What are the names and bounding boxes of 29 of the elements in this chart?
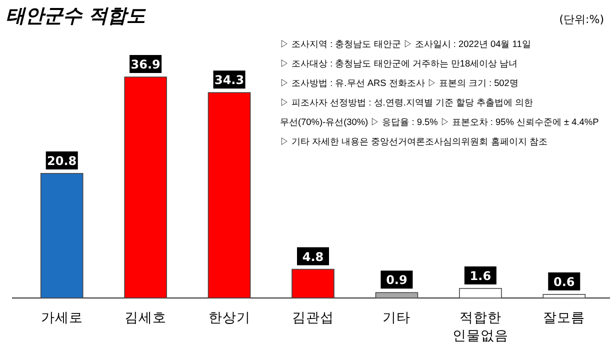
x-tick-label: 김세호 [124, 310, 167, 326]
annotation: 무선(70%)-유선(30%) ▷ 응답율 : 9.5% ▷ 표본오차 : 95% 신뢰수준에 ± 4.4%P [280, 117, 599, 127]
x-tick-label: 한상기 [208, 310, 250, 326]
data-label: 1.6 [470, 268, 492, 283]
x-tick-label: 적합한 인물없음 [452, 310, 508, 344]
data-label: 0.6 [554, 274, 575, 289]
annotation: ▷ 조사방법 : 유.무선 ARS 전화조사 ▷ 표본의 크기 : 502명 [280, 78, 518, 88]
text: (단위:%) [559, 13, 604, 26]
chart-title: 태안군수 적합도 [6, 5, 147, 27]
data-label: 4.8 [302, 250, 324, 264]
bar [375, 292, 418, 298]
x-tick-label: 기타 [382, 310, 411, 326]
annotation: ▷ 기타 자세한 내용은 중앙선거여론조사심의위원회 홈페이지 참조 [280, 136, 548, 146]
annotation: ▷ 피조사자 선정방법 : 성.연령.지역별 기준 할당 추출법에 의한 [280, 98, 534, 108]
bar [542, 294, 586, 298]
data-label: 36.9 [130, 58, 160, 72]
x-tick-label: 김관섭 [292, 310, 334, 326]
text: ▷ 조사대상 : 충청남도 태안군에 거주하는 만18세이상 남녀 [280, 58, 518, 68]
text: ▷ 조사지역 : 충청남도 태안군 ▷ 조사일시 : 2022년 04월 11일 [280, 39, 531, 49]
bar [459, 288, 502, 298]
bar [208, 92, 251, 298]
data-label: 0.9 [386, 273, 408, 288]
bar [124, 76, 167, 298]
data-label: 20.8 [47, 154, 77, 168]
bar [292, 268, 334, 298]
x-tick-label: 가세로 [40, 310, 83, 326]
bar [40, 173, 84, 298]
data-label: 34.3 [214, 73, 244, 88]
x-tick-label: 잘모름 [543, 310, 586, 326]
